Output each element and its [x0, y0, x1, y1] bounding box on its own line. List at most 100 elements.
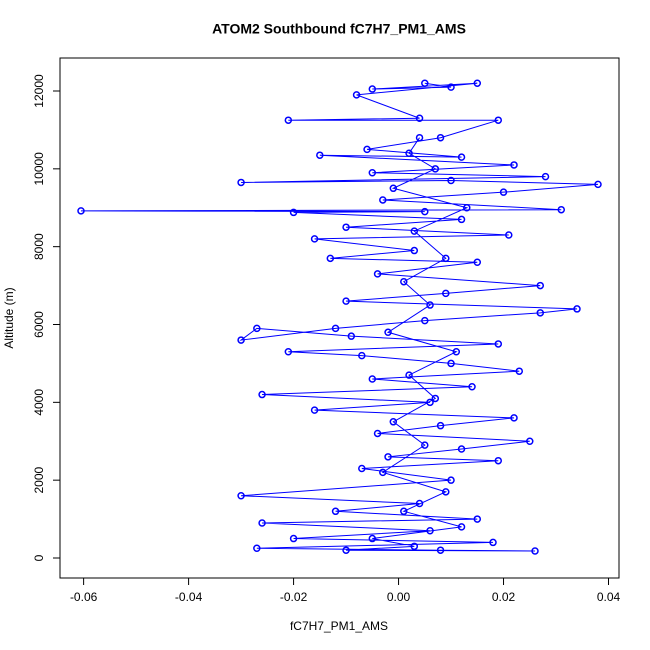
- point: [310, 235, 319, 243]
- y-axis-label: Altitude (m): [2, 287, 16, 348]
- point: [289, 208, 298, 217]
- point: [368, 375, 377, 383]
- point: [373, 270, 382, 278]
- point: [526, 437, 534, 445]
- plot-frame: [59, 57, 620, 579]
- point: [494, 116, 503, 124]
- point: [447, 83, 455, 91]
- point: [384, 328, 392, 337]
- point: [400, 277, 408, 286]
- point: [468, 383, 476, 391]
- point: [447, 176, 455, 185]
- y-tick-label: 4000: [32, 389, 46, 416]
- point: [368, 168, 377, 177]
- point: [457, 523, 466, 531]
- point: [447, 476, 455, 484]
- point: [326, 254, 335, 263]
- point: [421, 207, 429, 216]
- point: [405, 371, 413, 379]
- point: [510, 414, 518, 422]
- point: [436, 421, 445, 430]
- point: [426, 398, 434, 407]
- point: [410, 246, 419, 255]
- point: [473, 258, 482, 266]
- point: [421, 441, 429, 449]
- point: [557, 205, 566, 214]
- point: [531, 547, 539, 555]
- point: [473, 79, 482, 87]
- point: [415, 499, 424, 508]
- point: [494, 340, 503, 348]
- point: [410, 227, 419, 235]
- point: [284, 347, 293, 356]
- point: [463, 204, 471, 212]
- point: [442, 289, 450, 298]
- point: [237, 491, 245, 500]
- point: [289, 534, 298, 543]
- point: [410, 542, 419, 551]
- point: [368, 534, 377, 543]
- x-tick-label: -0.02: [280, 590, 308, 604]
- x-tick-label: 0.00: [387, 590, 411, 604]
- point: [452, 347, 461, 356]
- point: [389, 184, 398, 193]
- point: [77, 207, 85, 215]
- point: [457, 215, 466, 224]
- point: [310, 406, 319, 414]
- point: [499, 188, 508, 196]
- point: [316, 151, 324, 159]
- point: [368, 85, 377, 93]
- point: [379, 196, 387, 204]
- point: [421, 316, 429, 325]
- point: [457, 153, 466, 161]
- point: [373, 429, 382, 438]
- point: [494, 456, 503, 465]
- point: [415, 114, 424, 122]
- point: [400, 507, 408, 516]
- y-tick-label: 2000: [32, 466, 46, 493]
- x-axis-label: fC7H7_PM1_AMS: [290, 619, 388, 633]
- point: [426, 527, 434, 535]
- point: [536, 281, 545, 290]
- point: [573, 305, 581, 313]
- point: [342, 297, 350, 305]
- chart-title: ATOM2 Southbound fC7H7_PM1_AMS: [212, 21, 466, 37]
- point: [436, 546, 445, 554]
- point: [331, 507, 340, 516]
- point: [379, 468, 387, 477]
- x-tick-label: 0.02: [492, 590, 516, 604]
- point: [384, 453, 392, 461]
- point: [358, 464, 366, 473]
- point: [347, 332, 356, 340]
- point: [258, 390, 266, 399]
- point: [515, 367, 524, 375]
- point: [426, 301, 434, 309]
- point: [405, 149, 413, 158]
- point: [505, 231, 513, 239]
- point: [473, 515, 482, 523]
- point: [352, 91, 361, 99]
- point: [442, 254, 450, 263]
- x-tick-label: -0.04: [175, 590, 203, 604]
- point: [363, 145, 371, 154]
- point: [447, 359, 455, 368]
- y-tick-label: 0: [32, 554, 46, 561]
- point: [431, 394, 440, 403]
- point: [489, 538, 497, 547]
- series-line: [80, 82, 599, 552]
- point: [431, 165, 440, 173]
- point: [237, 336, 245, 344]
- point: [284, 116, 293, 124]
- x-tick-label: -0.06: [70, 590, 98, 604]
- point: [421, 79, 429, 87]
- point: [253, 544, 261, 553]
- y-tick-label: 12000: [32, 74, 46, 108]
- y-tick-label: 10000: [32, 152, 46, 186]
- point: [510, 161, 518, 169]
- point: [331, 324, 340, 333]
- point: [541, 172, 550, 181]
- x-tick-label: 0.04: [597, 590, 621, 604]
- point: [415, 133, 424, 142]
- point: [258, 519, 266, 527]
- y-tick-label: 8000: [32, 233, 46, 260]
